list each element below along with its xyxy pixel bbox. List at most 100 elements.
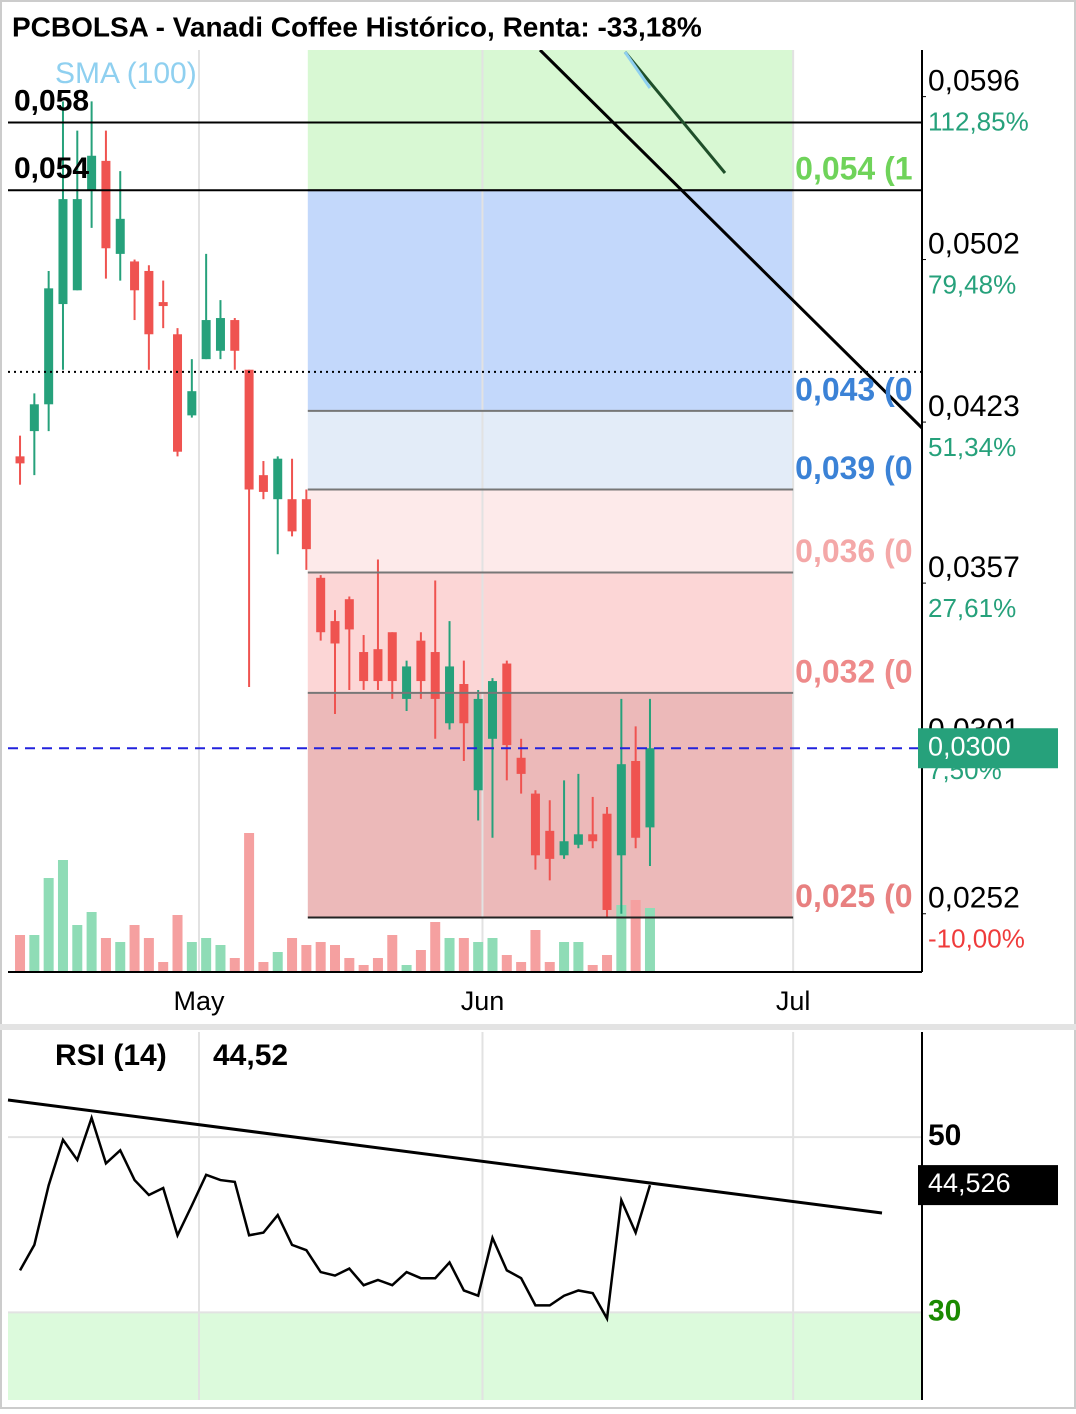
volume-bar — [15, 935, 26, 972]
volume-bar — [401, 965, 412, 972]
candle-body — [273, 458, 283, 500]
volume-bar — [644, 908, 655, 972]
volume-bar — [272, 952, 283, 972]
candle-body — [101, 160, 111, 249]
indicator-label: SMA (100) — [55, 57, 197, 90]
candle-body — [602, 813, 612, 910]
volume-bar — [72, 925, 83, 972]
y-tick-label: 0,0423 — [928, 390, 1020, 423]
candle-body — [201, 320, 211, 360]
y-tick-label: 30 — [928, 1294, 961, 1327]
candle-body — [115, 218, 125, 254]
volume-bar — [358, 965, 369, 972]
candle-body — [158, 302, 168, 307]
volume-bar — [473, 942, 484, 972]
volume-bar — [229, 958, 240, 972]
volume-bar — [129, 925, 140, 972]
candle-body — [530, 793, 540, 856]
volume-bar — [458, 938, 469, 972]
volume-bar — [201, 938, 212, 972]
rsi-badge-label: 44,526 — [928, 1168, 1011, 1198]
candle-body — [72, 199, 82, 291]
volume-bar — [86, 912, 97, 972]
candle-body — [187, 391, 197, 416]
y-tick-change: 51,34% — [928, 432, 1016, 462]
candle-body — [87, 155, 97, 191]
rsi-value: 44,52 — [213, 1039, 288, 1072]
volume-bar — [315, 942, 326, 972]
volume-bar — [559, 942, 570, 972]
y-tick-label: 0,0357 — [928, 551, 1020, 584]
fib-zone — [307, 489, 794, 573]
candle-body — [130, 261, 140, 291]
candle-body — [58, 199, 68, 305]
x-tick-label: May — [173, 986, 225, 1016]
volume-bar — [344, 958, 355, 972]
candle-body — [287, 499, 297, 532]
volume-bar — [215, 945, 226, 972]
rsi-line — [18, 1113, 652, 1323]
candle-body — [301, 499, 311, 550]
volume-bar — [516, 962, 527, 972]
volume-bar — [544, 962, 555, 972]
volume-bar — [57, 860, 68, 972]
candle-body — [416, 640, 426, 682]
volume-bar — [501, 955, 512, 972]
candle-body — [29, 404, 39, 432]
y-tick-label: 0,0502 — [928, 227, 1020, 260]
volume-bar — [387, 935, 398, 972]
candle-body — [316, 577, 326, 633]
candle-body — [359, 652, 369, 682]
candle-body — [645, 748, 655, 828]
background-layer — [8, 50, 922, 1400]
candle-body — [44, 288, 54, 405]
candle-body — [15, 456, 25, 464]
volume-bar — [530, 930, 541, 972]
volume-bar — [372, 958, 383, 972]
y-tick-change: 79,48% — [928, 269, 1016, 299]
volume-bar — [258, 962, 269, 972]
x-tick-label: Jun — [461, 986, 505, 1016]
volume-bar — [29, 935, 40, 972]
y-tick-change: -10,00% — [928, 924, 1025, 954]
horizontal-line-label: 0,054 — [14, 152, 89, 185]
rsi-trend-line — [7, 1098, 883, 1215]
candle-body — [402, 666, 412, 699]
volume-bar — [43, 878, 54, 972]
candle-body — [487, 681, 497, 739]
candle-body — [244, 369, 254, 490]
title-box — [4, 4, 920, 50]
candle-body — [387, 632, 397, 682]
candle-body — [258, 475, 268, 492]
volume-bar — [301, 945, 312, 972]
volume-bar — [158, 962, 169, 972]
x-tick-label: Jul — [776, 986, 811, 1016]
candle-body — [516, 757, 526, 774]
fib-label: 0,036 (0 — [795, 533, 912, 569]
fib-label: 0,054 (1 — [795, 151, 912, 187]
candle-body — [173, 334, 183, 452]
candle-body — [215, 318, 225, 351]
y-tick-label: 0,0596 — [928, 65, 1020, 98]
volume-bar — [186, 942, 197, 972]
volume-bar — [487, 938, 498, 972]
volume-bar — [287, 938, 298, 972]
fib-label: 0,032 (0 — [795, 653, 912, 689]
fib-label: 0,025 (0 — [795, 878, 912, 914]
candle-body — [573, 834, 583, 845]
candle-body — [144, 270, 154, 335]
sma-line — [623, 51, 652, 89]
y-tick-label: 50 — [928, 1119, 961, 1152]
candle-body — [330, 621, 340, 644]
y-tick-label: 0,0252 — [928, 882, 1020, 915]
rsi-label: RSI (14) — [55, 1039, 167, 1072]
text-layer: PCBOLSA - Vanadi Coffee Histórico, Renta… — [4, 4, 1058, 1327]
volume-bar — [100, 938, 111, 972]
volume-bar — [330, 945, 341, 972]
candle-body — [616, 764, 626, 856]
candle-body — [430, 652, 440, 699]
volume-bar — [630, 900, 641, 972]
volume-bar — [587, 965, 598, 972]
